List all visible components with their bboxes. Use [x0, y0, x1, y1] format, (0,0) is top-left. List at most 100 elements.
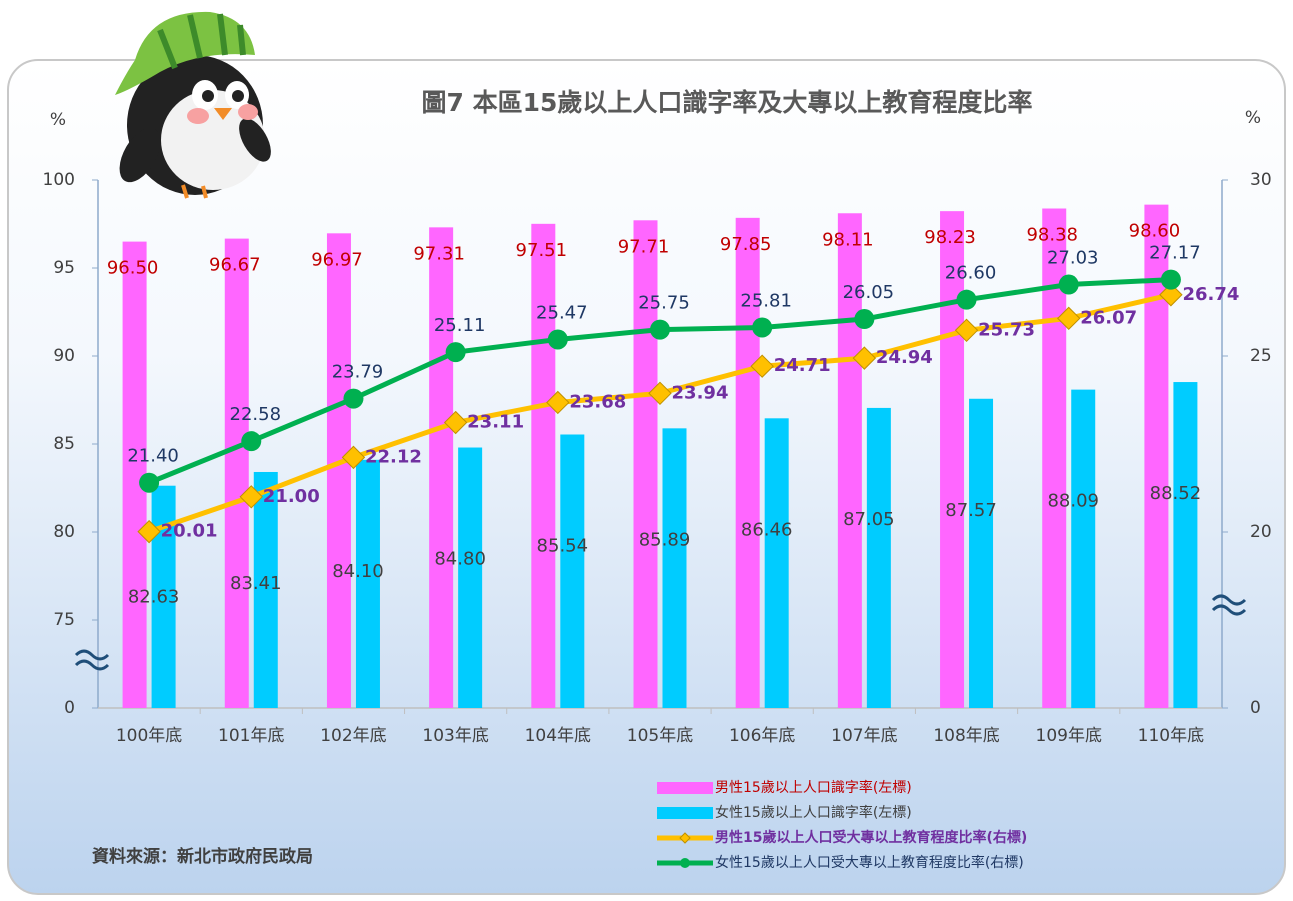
- legend-swatch: [657, 807, 713, 819]
- marker: [343, 389, 363, 409]
- value-label: 97.71: [618, 236, 670, 257]
- value-label: 27.17: [1149, 243, 1201, 264]
- value-label: 24.94: [876, 347, 933, 368]
- x-tick-label: 105年底: [627, 726, 693, 746]
- legend-label: 女性15歲以上人口識字率(左標): [715, 804, 912, 821]
- value-label: 88.52: [1150, 483, 1202, 504]
- value-label: 23.79: [332, 362, 384, 383]
- bar: [458, 448, 482, 708]
- bar: [327, 233, 351, 708]
- y2-tick-label: 0: [1250, 698, 1261, 718]
- x-tick-label: 110年底: [1138, 726, 1204, 746]
- value-label: 87.57: [945, 500, 997, 521]
- value-label: 26.05: [843, 282, 895, 303]
- x-tick-label: 102年底: [320, 726, 386, 746]
- value-label: 25.11: [434, 315, 486, 336]
- bar: [560, 434, 584, 708]
- marker: [139, 473, 159, 493]
- marker: [241, 431, 261, 451]
- value-label: 21.00: [263, 486, 320, 507]
- x-tick-label: 107年底: [831, 726, 897, 746]
- value-label: 25.75: [638, 293, 690, 314]
- value-label: 23.11: [467, 412, 524, 433]
- y-tick-label: 75: [53, 610, 75, 630]
- legend-label: 女性15歲以上人口受大專以上教育程度比率(右標): [715, 854, 1024, 871]
- value-label: 84.80: [434, 549, 486, 570]
- value-label: 22.58: [230, 404, 282, 425]
- value-label: 26.07: [1080, 307, 1137, 328]
- x-tick-label: 104年底: [525, 726, 591, 746]
- marker: [650, 320, 670, 340]
- value-label: 96.50: [107, 258, 159, 279]
- value-label: 97.31: [413, 243, 465, 264]
- value-label: 27.03: [1047, 248, 1099, 269]
- x-tick-label: 109年底: [1036, 726, 1102, 746]
- value-label: 83.41: [230, 573, 282, 594]
- value-label: 87.05: [843, 509, 895, 530]
- y2-tick-label: 20: [1250, 522, 1272, 542]
- y-tick-label: 85: [53, 434, 75, 454]
- value-label: 26.74: [1182, 284, 1239, 305]
- bar: [1071, 390, 1095, 708]
- bar: [225, 239, 249, 708]
- value-label: 96.97: [311, 249, 363, 270]
- bar: [940, 211, 964, 708]
- marker: [548, 329, 568, 349]
- marker: [854, 309, 874, 329]
- value-label: 22.12: [365, 446, 422, 467]
- value-label: 21.40: [127, 446, 179, 467]
- y-tick-label: 90: [53, 346, 75, 366]
- value-label: 25.73: [978, 319, 1035, 340]
- value-label: 25.47: [536, 302, 588, 323]
- y-tick-label: 100: [43, 170, 75, 190]
- value-label: 26.60: [945, 263, 997, 284]
- value-label: 85.89: [639, 529, 691, 550]
- value-label: 24.71: [774, 355, 831, 376]
- value-label: 84.10: [332, 561, 384, 582]
- penguin: [111, 12, 277, 198]
- marker: [1059, 275, 1079, 295]
- marker: [446, 342, 466, 362]
- legend-swatch: [657, 782, 713, 794]
- bar: [969, 399, 993, 708]
- source: 資料來源：新北市政府民政局: [92, 846, 313, 867]
- value-label: 98.23: [924, 227, 976, 248]
- bar: [356, 460, 380, 708]
- legend-label: 男性15歲以上人口受大專以上教育程度比率(右標): [715, 829, 1027, 846]
- value-label: 97.85: [720, 234, 772, 255]
- value-label: 96.67: [209, 255, 261, 276]
- value-label: 82.63: [128, 587, 180, 608]
- bar: [429, 227, 453, 708]
- value-label: 85.54: [537, 535, 589, 556]
- x-tick-label: 106年底: [729, 726, 795, 746]
- y-tick-label: 95: [53, 258, 75, 278]
- marker: [1161, 270, 1181, 290]
- value-label: 86.46: [741, 519, 793, 540]
- y2-axis-label: %: [1245, 108, 1261, 128]
- value-label: 88.09: [1047, 491, 1099, 512]
- marker: [957, 290, 977, 310]
- value-label: 97.51: [516, 240, 568, 261]
- y-tick-label: 80: [53, 522, 75, 542]
- legend-label: 男性15歲以上人口識字率(左標): [715, 779, 912, 796]
- y2-tick-label: 30: [1250, 170, 1272, 190]
- legend-marker: [680, 858, 690, 868]
- bar: [1173, 382, 1197, 708]
- value-label: 98.11: [822, 229, 874, 250]
- x-tick-label: 101年底: [218, 726, 284, 746]
- bar: [663, 428, 687, 708]
- value-label: 98.60: [1129, 221, 1181, 242]
- value-label: 25.81: [740, 290, 792, 311]
- y2-tick-label: 25: [1250, 346, 1272, 366]
- marker: [752, 317, 772, 337]
- x-tick-label: 100年底: [116, 726, 182, 746]
- value-label: 98.38: [1026, 225, 1078, 246]
- x-tick-label: 108年底: [933, 726, 999, 746]
- chart-title: 圖7 本區15歲以上人口識字率及大專以上教育程度比率: [422, 88, 1033, 117]
- bar: [765, 418, 789, 708]
- bar: [531, 224, 555, 708]
- y-axis-label: %: [50, 110, 66, 130]
- value-label: 23.68: [569, 391, 626, 412]
- bar: [867, 408, 891, 708]
- value-label: 20.01: [161, 521, 218, 542]
